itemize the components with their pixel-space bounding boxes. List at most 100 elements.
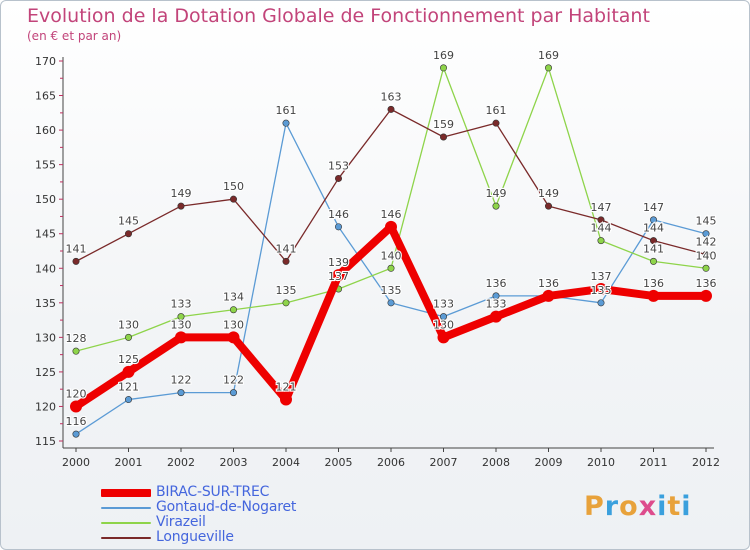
x-tick-label-2000: 2000 [62, 456, 90, 469]
x-tick-label-2009: 2009 [535, 456, 563, 469]
point-virazeil-2010 [597, 237, 605, 245]
point-longueville-2010 [597, 216, 605, 224]
point-gontaud-de-nogaret-2011 [649, 216, 657, 224]
x-tick-label-2003: 2003 [220, 456, 248, 469]
point-gontaud-de-nogaret-2012 [702, 230, 710, 238]
point-longueville-2000 [72, 257, 80, 265]
legend-label-gontaud-de-nogaret: Gontaud-de-Nogaret [156, 499, 297, 515]
data-label-virazeil-2003: 134 [223, 291, 244, 304]
data-labels-layer: 116 121 122 122 161 146 135 133 136 136 135 147 145 1… [64, 48, 717, 429]
x-tick-label-2011: 2011 [640, 456, 668, 469]
point-gontaud-de-nogaret-2008 [492, 292, 500, 300]
point-longueville-2012 [702, 250, 710, 258]
data-label-longueville-2002: 149 [171, 187, 192, 200]
point-longueville-2007 [439, 133, 447, 141]
proxiti-logo: Proxiti [584, 491, 692, 522]
data-label-longueville-2008: 161 [486, 104, 507, 117]
point-longueville-2009 [544, 202, 552, 210]
data-label-gontaud-de-nogaret-2000: 116 [66, 415, 87, 428]
point-birac-sur-trec-2000 [70, 400, 82, 413]
logo-letter: i [681, 491, 692, 522]
data-label-longueville-2009: 149 [538, 187, 559, 200]
data-label-gontaud-de-nogaret-2002: 122 [171, 374, 192, 387]
point-gontaud-de-nogaret-2007 [439, 313, 447, 321]
point-virazeil-2006 [387, 264, 395, 272]
y-tick-label-140: 140 [35, 262, 56, 275]
data-label-birac-sur-trec-2002: 130 [171, 318, 192, 331]
point-birac-sur-trec-2003 [227, 331, 240, 344]
data-label-virazeil-2012: 140 [696, 249, 717, 262]
data-label-gontaud-de-nogaret-2005: 146 [328, 208, 349, 221]
logo-letter: P [584, 491, 605, 522]
legend-swatch-longueville [101, 537, 151, 539]
data-label-gontaud-de-nogaret-2012: 145 [696, 215, 717, 228]
data-label-virazeil-2010: 144 [591, 222, 612, 235]
data-label-gontaud-de-nogaret-2007: 133 [433, 298, 454, 311]
data-label-longueville-2004: 141 [276, 242, 297, 255]
point-gontaud-de-nogaret-2010 [597, 299, 605, 307]
point-gontaud-de-nogaret-2001 [125, 396, 133, 404]
point-birac-sur-trec-2009 [542, 289, 555, 302]
point-gontaud-de-nogaret-2003 [230, 389, 238, 397]
point-longueville-2002 [177, 202, 185, 210]
data-label-birac-sur-trec-2003: 130 [223, 318, 244, 331]
chart-subtitle: (en € et par an) [27, 29, 122, 43]
data-label-birac-sur-trec-2012: 136 [696, 277, 717, 290]
point-birac-sur-trec-2002 [175, 331, 187, 344]
point-gontaud-de-nogaret-2000 [72, 430, 80, 438]
data-label-longueville-2003: 150 [223, 180, 244, 193]
data-label-gontaud-de-nogaret-2009: 136 [538, 277, 559, 290]
point-virazeil-2003 [230, 306, 238, 314]
data-label-longueville-2012: 142 [696, 235, 717, 248]
data-label-longueville-2001: 145 [118, 215, 139, 228]
data-label-virazeil-2006: 140 [381, 249, 402, 262]
legend-swatch-virazeil [101, 522, 151, 524]
y-tick-label-145: 145 [35, 228, 56, 241]
data-label-longueville-2006: 163 [381, 90, 402, 103]
data-label-longueville-2010: 147 [591, 201, 612, 214]
series-line-longueville [75, 108, 707, 263]
data-label-birac-sur-trec-2011: 136 [643, 277, 664, 290]
y-tick-label-160: 160 [35, 124, 56, 137]
data-label-birac-sur-trec-2004: 121 [276, 381, 297, 394]
data-label-birac-sur-trec-2000: 120 [66, 387, 87, 400]
data-label-longueville-2011: 144 [643, 222, 664, 235]
point-birac-sur-trec-2012 [700, 289, 712, 302]
data-label-virazeil-2004: 135 [276, 284, 297, 297]
data-label-birac-sur-trec-2009: 136 [538, 277, 559, 290]
data-label-virazeil-2002: 133 [171, 298, 192, 311]
point-longueville-2001 [125, 230, 133, 238]
point-birac-sur-trec-2010 [595, 283, 607, 295]
point-virazeil-2008 [492, 202, 500, 210]
data-label-longueville-2007: 159 [433, 118, 454, 131]
y-tick-label-115: 115 [35, 435, 56, 448]
data-label-gontaud-de-nogaret-2010: 135 [591, 284, 612, 297]
data-label-longueville-2005: 153 [328, 159, 349, 172]
legend-swatch-birac-sur-trec [101, 489, 151, 497]
series-line-gontaud-de-nogaret [75, 122, 707, 435]
legend-label-virazeil: Virazeil [156, 514, 206, 530]
data-label-longueville-2000: 141 [66, 242, 87, 255]
point-birac-sur-trec-2007 [437, 331, 450, 344]
point-virazeil-2009 [544, 64, 552, 72]
x-tick-label-2006: 2006 [377, 456, 405, 469]
data-label-virazeil-2009: 169 [538, 49, 559, 62]
x-tick-label-2008: 2008 [482, 456, 510, 469]
data-label-gontaud-de-nogaret-2004: 161 [276, 104, 297, 117]
point-virazeil-2001 [125, 333, 133, 341]
point-virazeil-2011 [649, 257, 657, 265]
legend-label-birac-sur-trec: BIRAC-SUR-TREC [156, 484, 270, 500]
data-label-gontaud-de-nogaret-2006: 135 [381, 284, 402, 297]
data-label-birac-sur-trec-2001: 125 [118, 353, 139, 366]
x-tick-label-2004: 2004 [272, 456, 300, 469]
point-longueville-2008 [492, 119, 500, 127]
chart-title: Evolution de la Dotation Globale de Fonc… [27, 5, 650, 27]
y-tick-label-170: 170 [35, 55, 56, 68]
x-tick-label-2010: 2010 [587, 456, 615, 469]
y-tick-label-165: 165 [35, 90, 56, 103]
data-label-birac-sur-trec-2008: 133 [486, 298, 507, 311]
data-label-virazeil-2000: 128 [66, 332, 87, 345]
y-tick-label-125: 125 [35, 366, 56, 379]
